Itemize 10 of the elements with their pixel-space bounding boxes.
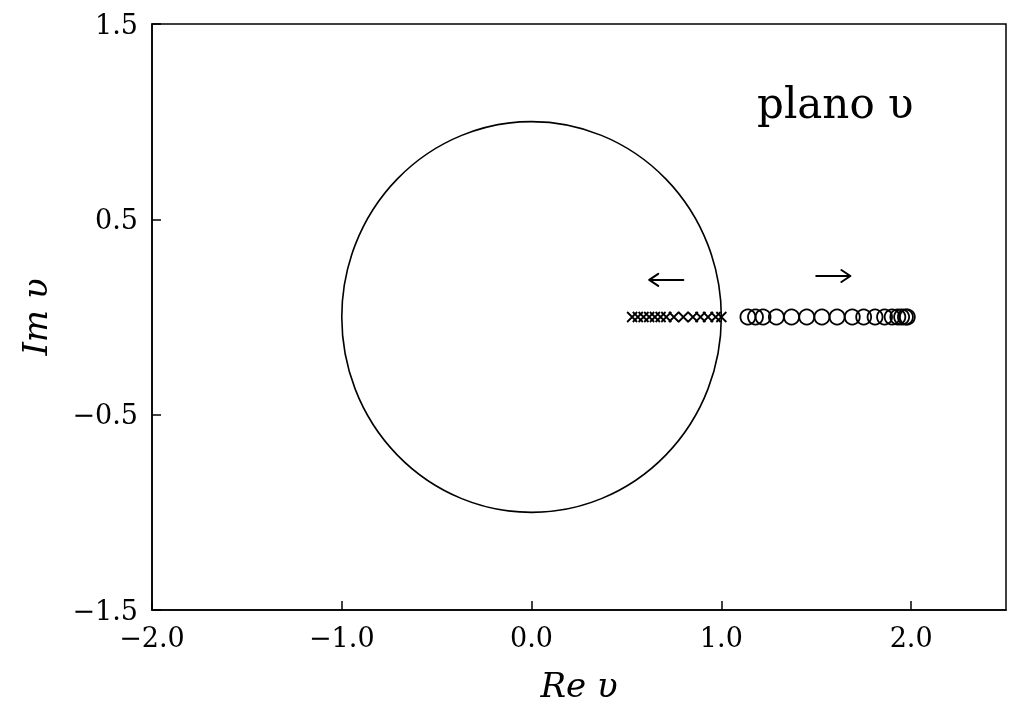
y-axis-title: Im υ [15,278,55,357]
x-tick-label: −1.0 [309,622,375,653]
x-tick-label: 0.0 [510,622,554,653]
y-tick-label: 0.5 [95,203,138,235]
y-tick-label: −0.5 [72,399,138,431]
x-axis-title: Re υ [539,665,618,705]
x-tick-label: 1.0 [699,622,743,653]
x-tick-label: 2.0 [889,622,933,653]
y-tick-label: 1.5 [95,8,138,40]
annotation: plano υ [757,78,914,128]
